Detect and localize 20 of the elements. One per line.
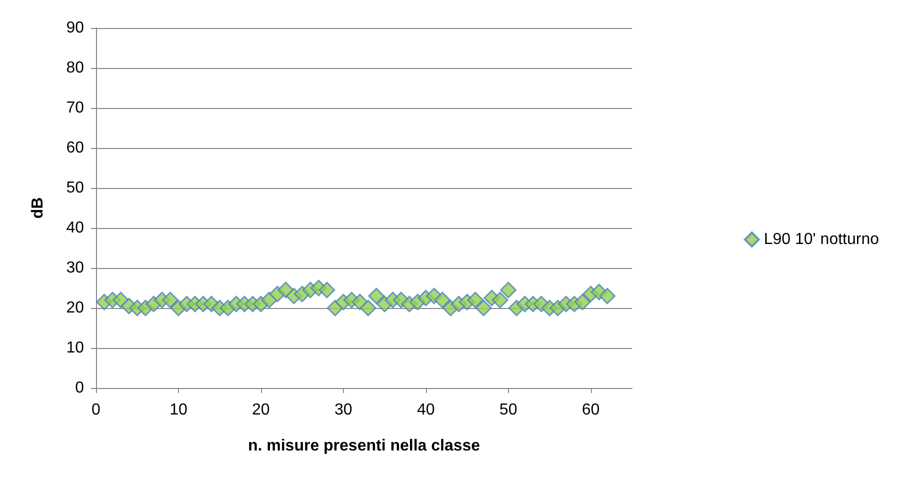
x-tick-label: 60 [582, 402, 600, 418]
legend-label: L90 10' notturno [764, 231, 880, 248]
y-tick-label: 90 [66, 20, 84, 36]
x-tick-label: 40 [416, 402, 435, 418]
y-tick-label: 70 [66, 100, 84, 116]
x-axis-title: n. misure presenti nella classe [248, 438, 480, 454]
x-tick-label: 10 [170, 402, 188, 418]
x-tick-label: 0 [92, 402, 101, 418]
y-tick-label: 0 [75, 380, 84, 396]
x-tick-label: 30 [334, 402, 352, 418]
y-axis-title: dB [30, 197, 46, 219]
y-tick-label: 30 [66, 260, 84, 276]
x-tick-label: 20 [252, 402, 270, 418]
x-tick-label: 50 [499, 402, 518, 418]
y-tick-label: 60 [66, 140, 84, 156]
y-tick-label: 40 [66, 220, 84, 236]
y-tick-label: 10 [66, 340, 84, 356]
y-tick-label: 20 [66, 300, 84, 316]
y-tick-label: 50 [66, 180, 84, 196]
y-tick-label: 80 [66, 60, 84, 76]
